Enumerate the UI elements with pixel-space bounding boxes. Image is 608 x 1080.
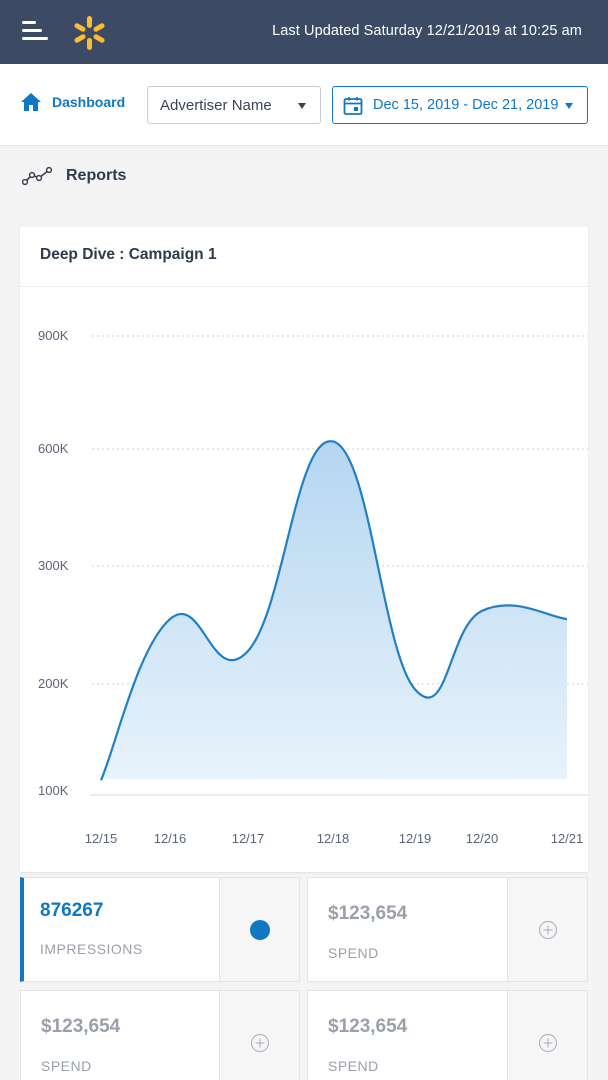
dashboard-link[interactable]: Dashboard <box>52 94 126 110</box>
y-tick-label: 100K <box>38 783 69 798</box>
metric-toggle[interactable] <box>219 878 299 981</box>
series-area <box>101 441 567 781</box>
selected-dot-icon <box>249 919 270 940</box>
plus-circle-icon <box>538 1033 557 1052</box>
metric-tile-spend[interactable]: $123,654 SPEND <box>20 990 300 1080</box>
metric-value: $123,654 <box>328 1016 408 1037</box>
metric-tile-impressions[interactable]: 876267 IMPRESSIONS <box>20 877 300 982</box>
metric-value: 876267 <box>40 900 104 921</box>
chart-card: Deep Dive : Campaign 1 100K 200K 300K 600K 9… <box>20 227 588 872</box>
plus-circle-icon <box>250 1033 269 1052</box>
advertiser-select-value: Advertiser Name <box>160 96 272 114</box>
card-header: Deep Dive : Campaign 1 <box>20 227 588 287</box>
walmart-spark-logo <box>74 16 105 50</box>
x-tick-label: 12/21 <box>551 831 584 846</box>
y-tick-label: 600K <box>38 441 69 456</box>
metric-label: SPEND <box>328 945 379 961</box>
add-metric-button[interactable] <box>219 991 299 1080</box>
x-tick-label: 12/16 <box>154 831 187 846</box>
metric-label: IMPRESSIONS <box>40 941 143 957</box>
series-line <box>99 440 568 781</box>
date-range-picker[interactable]: Dec 15, 2019 - Dec 21, 2019 <box>332 86 588 124</box>
chevron-down-icon <box>565 103 573 109</box>
metric-tile-spend[interactable]: $123,654 SPEND <box>307 990 588 1080</box>
metric-value: $123,654 <box>41 1016 121 1037</box>
add-metric-button[interactable] <box>507 878 587 981</box>
toolbar: Dashboard Advertiser Name Dec 15, 2019 -… <box>0 64 608 146</box>
dashboard-breadcrumb[interactable]: Dashboard <box>20 92 125 112</box>
y-tick-label: 900K <box>38 328 69 343</box>
chevron-down-icon <box>298 103 306 109</box>
reports-heading: Reports <box>22 166 126 186</box>
metric-tile-spend[interactable]: $123,654 SPEND <box>307 877 588 982</box>
date-range-value: Dec 15, 2019 - Dec 21, 2019 <box>373 97 559 113</box>
x-tick-label: 12/19 <box>399 831 432 846</box>
last-updated-text: Last Updated Saturday 12/21/2019 at 10:2… <box>272 23 582 39</box>
home-icon <box>21 93 41 111</box>
calendar-icon <box>343 97 363 115</box>
hamburger-menu-icon[interactable] <box>22 18 48 44</box>
top-app-bar: Last Updated Saturday 12/21/2019 at 10:2… <box>0 0 608 64</box>
y-tick-label: 300K <box>38 558 69 573</box>
plus-circle-icon <box>538 920 557 939</box>
metric-value: $123,654 <box>328 903 408 924</box>
add-metric-button[interactable] <box>507 991 587 1080</box>
y-tick-label: 200K <box>38 676 69 691</box>
metric-label: SPEND <box>328 1058 379 1074</box>
x-tick-label: 12/17 <box>232 831 265 846</box>
section-title: Reports <box>66 167 127 184</box>
advertiser-select[interactable]: Advertiser Name <box>147 86 321 124</box>
impressions-area-chart: 100K 200K 300K 600K 900K 12/15 12/16 12/17 12/18… <box>38 328 588 846</box>
x-tick-label: 12/18 <box>317 831 350 846</box>
card-title: Deep Dive : Campaign 1 <box>40 246 217 263</box>
x-tick-label: 12/15 <box>85 831 118 846</box>
trend-line-icon <box>22 166 53 186</box>
x-tick-label: 12/20 <box>466 831 499 846</box>
metric-label: SPEND <box>41 1058 92 1074</box>
